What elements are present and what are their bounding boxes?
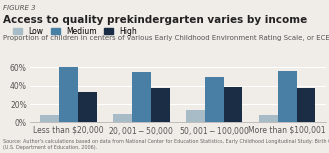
Text: Proportion of children in centers of various Early Childhood Environment Rating : Proportion of children in centers of var… [3,35,329,41]
Bar [78,92,96,122]
Bar [224,87,242,122]
Bar [40,115,59,122]
Text: FIGURE 3: FIGURE 3 [3,5,36,11]
Bar [59,67,78,122]
Bar [259,115,278,122]
Bar [132,72,151,122]
Text: Source: Author's calculations based on data from National Center for Education S: Source: Author's calculations based on d… [3,139,329,150]
Legend: Low, Medium, High: Low, Medium, High [13,27,137,36]
Text: Access to quality prekindergarten varies by income: Access to quality prekindergarten varies… [3,15,308,25]
Bar [113,114,132,122]
Bar [186,110,205,122]
Bar [151,88,169,122]
Bar [205,77,224,122]
Bar [296,88,316,122]
Bar [278,71,296,122]
